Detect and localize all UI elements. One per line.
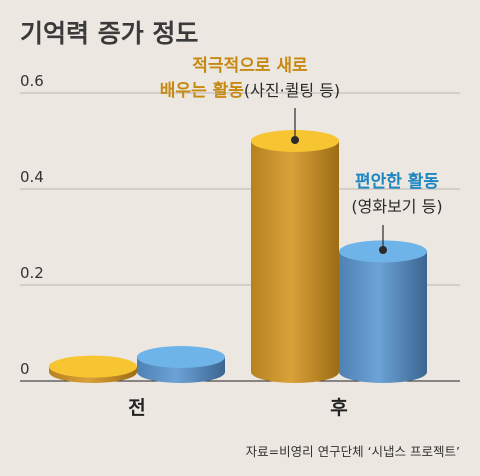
annotation-relax-line2: (영화보기 등) (351, 197, 442, 216)
bar-before-active (49, 355, 137, 383)
source-note: 자료=비영리 연구단체 ‘시냅스 프로젝트’ (246, 444, 460, 459)
y-tick-label: 0 (20, 360, 30, 378)
bar-body (251, 141, 339, 383)
y-tick-label: 0.4 (20, 168, 44, 186)
annotation-relax-line1: 편안한 활동 (355, 171, 439, 192)
bars (49, 130, 427, 383)
category-label: 전 (128, 397, 145, 419)
annotation-active-rest: (사진·퀼팅 등) (244, 81, 340, 100)
annotation-active-bold: 배우는 활동 (160, 80, 244, 101)
y-tick-label: 0.6 (20, 72, 44, 90)
annotation-relax-dot (379, 246, 387, 254)
bar-after-relax (339, 240, 427, 383)
annotation-active-dot (291, 136, 299, 144)
annotation-active-line2: 배우는 활동(사진·퀼팅 등) (160, 80, 340, 101)
y-tick-labels: 0 0.2 0.4 0.6 (20, 72, 44, 378)
annotation-active-line1: 적극적으로 새로 (192, 56, 308, 76)
bar-top (49, 355, 137, 378)
category-label: 후 (330, 397, 347, 419)
bar-body (339, 251, 427, 383)
bar-before-relax (137, 346, 225, 383)
bar-top (137, 346, 225, 368)
bar-after-active (251, 130, 339, 383)
chart-title: 기억력 증가 정도 (20, 19, 198, 48)
y-tick-label: 0.2 (20, 264, 44, 282)
